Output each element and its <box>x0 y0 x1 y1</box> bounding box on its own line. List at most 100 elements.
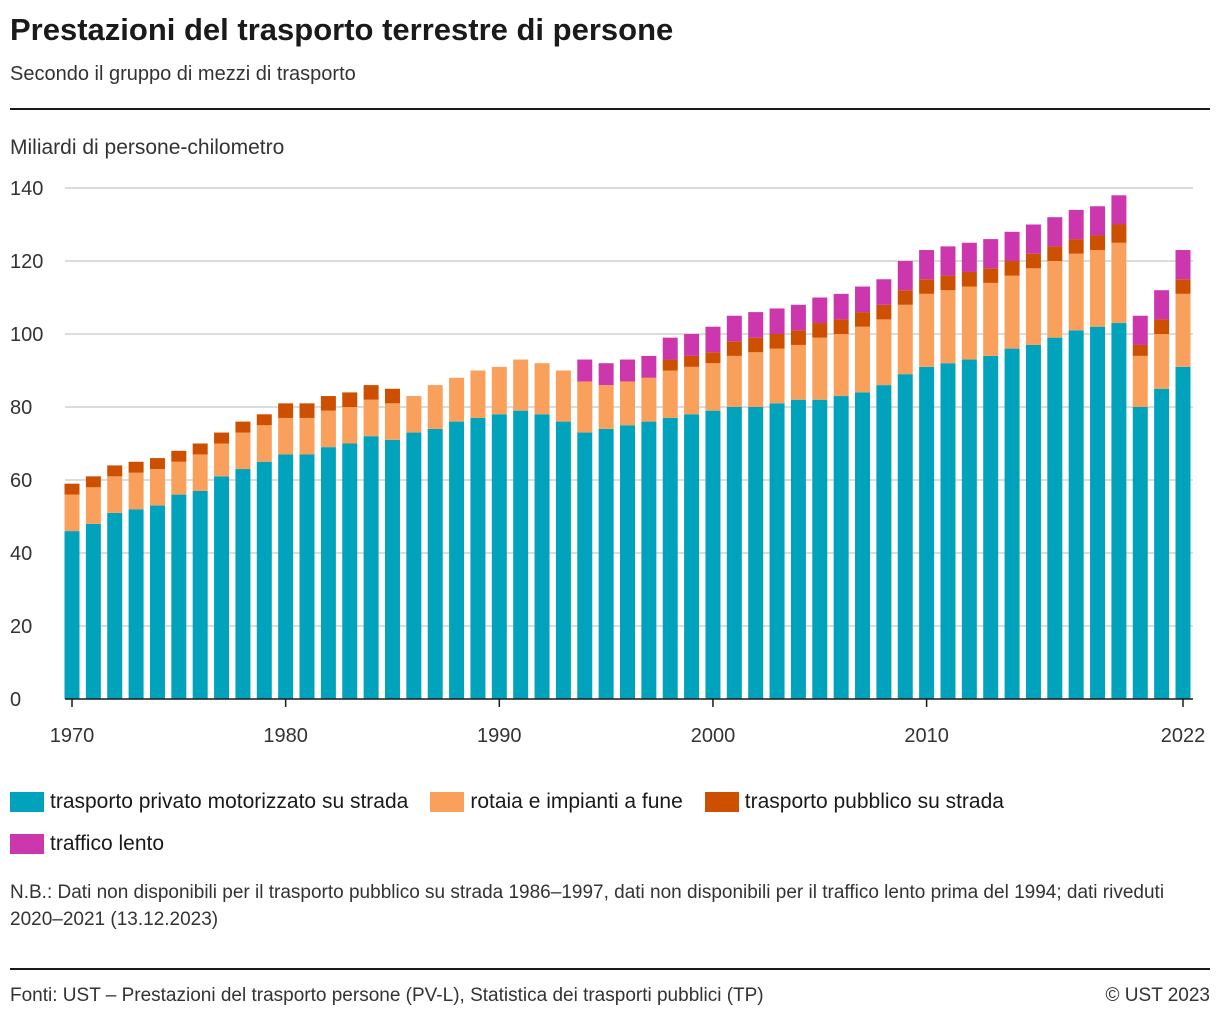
bar-segment-2014-s3 <box>1004 231 1020 261</box>
x-tick-label: 2000 <box>691 725 736 747</box>
bar-segment-1994-s0 <box>577 432 593 699</box>
bar-segment-2019-s0 <box>1111 323 1127 699</box>
bar-segment-2006-s0 <box>833 396 849 699</box>
bar-segment-2003-s2 <box>769 334 785 349</box>
bar-segment-2022-s1 <box>1175 293 1191 367</box>
bar-segment-1983-s2 <box>342 392 358 407</box>
bar-segment-2012-s1 <box>961 286 977 360</box>
legend-item: rotaia e impianti a fune <box>430 789 683 815</box>
bar-segment-2018-s2 <box>1090 235 1106 251</box>
bar-segment-2004-s3 <box>790 304 806 331</box>
bar-segment-2016-s3 <box>1047 217 1063 247</box>
bar-segment-1979-s2 <box>256 414 272 426</box>
bar-segment-1977-s0 <box>214 476 230 699</box>
bar-segment-2016-s2 <box>1047 246 1063 261</box>
bottom-divider <box>10 968 1210 970</box>
bar-segment-2012-s3 <box>961 242 977 272</box>
bar-segment-1981-s2 <box>299 403 315 418</box>
bar-segment-1974-s1 <box>149 469 165 506</box>
bar-segment-1998-s2 <box>662 359 678 371</box>
bar-segment-2010-s3 <box>919 250 935 280</box>
bar-segment-1996-s3 <box>620 359 635 382</box>
bar-segment-2010-s1 <box>919 293 935 367</box>
bar-segment-2005-s1 <box>812 337 828 400</box>
bar-segment-1985-s2 <box>384 388 400 404</box>
bar-segment-1971-s0 <box>85 523 101 699</box>
bar-segment-2008-s2 <box>876 304 892 320</box>
bar-segment-2013-s1 <box>983 282 999 356</box>
bar-segment-2019-s2 <box>1111 224 1127 243</box>
bar-segment-1979-s0 <box>256 461 272 699</box>
bar-segment-2014-s0 <box>1004 348 1020 699</box>
bar-segment-2008-s0 <box>876 385 892 699</box>
bar-segment-2011-s3 <box>940 246 956 276</box>
legend-label: rotaia e impianti a fune <box>470 790 683 813</box>
bar-segment-2010-s2 <box>919 279 935 294</box>
bar-segment-2009-s1 <box>897 304 913 375</box>
y-tick-label: 120 <box>10 251 43 273</box>
bar-segment-2019-s1 <box>1111 242 1127 324</box>
bar-segment-2022-s0 <box>1175 366 1191 699</box>
bar-segment-1982-s1 <box>320 410 336 448</box>
legend-swatch <box>430 792 465 812</box>
bar-segment-2007-s3 <box>855 286 871 313</box>
bar-segment-2022-s2 <box>1175 279 1191 294</box>
bar-segment-1991-s1 <box>513 359 529 411</box>
bar-segment-2005-s0 <box>812 399 828 699</box>
bar-segment-1996-s1 <box>620 381 635 426</box>
bar-segment-1976-s0 <box>192 490 208 699</box>
bar-segment-2020-s0 <box>1132 407 1148 699</box>
bar-segment-1995-s3 <box>598 363 614 386</box>
chart-subtitle: Secondo il gruppo di mezzi di trasporto <box>10 63 356 85</box>
bar-segment-1983-s1 <box>342 407 358 444</box>
bar-segment-1970-s1 <box>64 494 80 532</box>
bar-segment-2017-s2 <box>1068 239 1084 254</box>
bar-segment-2001-s1 <box>726 355 742 407</box>
bar-segment-2000-s1 <box>705 363 721 411</box>
legend-label: trasporto pubblico su strada <box>744 790 1004 813</box>
bar-segment-2017-s0 <box>1068 330 1084 699</box>
bar-segment-2009-s2 <box>897 290 913 305</box>
bar-segment-1975-s0 <box>171 494 187 699</box>
y-tick-label: 80 <box>10 397 32 419</box>
bar-segment-2009-s3 <box>897 261 913 291</box>
bar-segment-1997-s3 <box>641 355 657 378</box>
bar-segment-1996-s0 <box>620 425 635 699</box>
y-tick-label: 0 <box>10 689 21 711</box>
legend-item: trasporto privato motorizzato su strada <box>10 789 408 815</box>
bar-segment-2003-s0 <box>769 403 785 699</box>
bar-segment-1983-s0 <box>342 443 358 699</box>
bar-segment-1998-s0 <box>662 417 678 699</box>
bar-segment-1987-s0 <box>427 428 443 699</box>
bar-segment-2006-s1 <box>833 334 849 397</box>
bar-segment-2020-s3 <box>1132 315 1148 345</box>
bar-segment-1984-s1 <box>363 399 379 437</box>
bar-segment-1985-s1 <box>384 403 400 440</box>
bar-segment-1999-s0 <box>684 414 700 699</box>
bar-segment-2008-s1 <box>876 319 892 386</box>
x-tick-label: 2010 <box>904 725 949 747</box>
bar-segment-2013-s0 <box>983 355 999 699</box>
bar-segment-1988-s1 <box>449 377 465 422</box>
bar-segment-2003-s3 <box>769 308 785 334</box>
bar-segment-1986-s1 <box>406 396 422 433</box>
bar-segment-1987-s1 <box>427 385 443 429</box>
bar-segment-1978-s0 <box>235 469 251 699</box>
bar-segment-1991-s0 <box>513 410 529 699</box>
bar-segment-2010-s0 <box>919 366 935 699</box>
bar-segment-1982-s0 <box>320 447 336 699</box>
bar-segment-1981-s0 <box>299 454 315 699</box>
bar-segment-2004-s2 <box>790 330 806 345</box>
bar-segment-1971-s1 <box>85 487 101 524</box>
bar-segment-2002-s2 <box>748 337 764 353</box>
bar-segment-2019-s3 <box>1111 195 1127 225</box>
y-tick-label: 100 <box>10 324 43 346</box>
bar-segment-1997-s1 <box>641 377 657 422</box>
bar-segment-2011-s1 <box>940 290 956 364</box>
bar-segment-2011-s0 <box>940 363 956 699</box>
bar-segment-1992-s1 <box>534 363 550 415</box>
bar-segment-2021-s0 <box>1154 388 1170 699</box>
bar-segment-2020-s2 <box>1132 344 1148 356</box>
bar-segment-2018-s0 <box>1090 326 1106 699</box>
bar-segment-2013-s2 <box>983 268 999 283</box>
